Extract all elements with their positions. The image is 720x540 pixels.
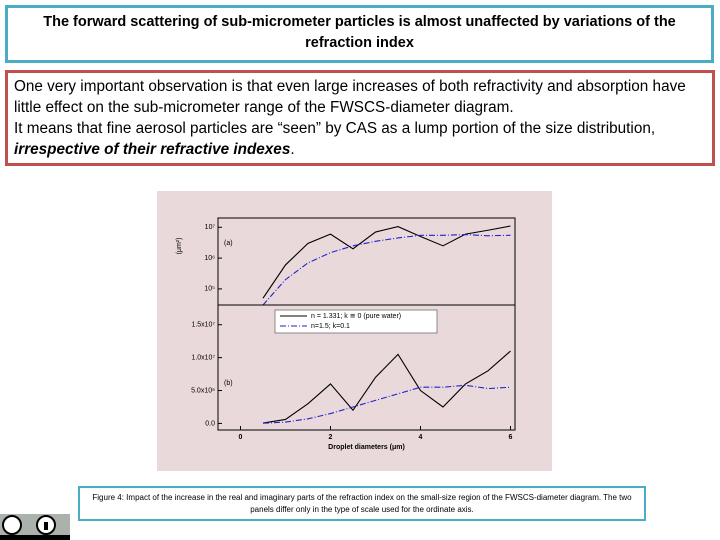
caption-box: Figure 4: Impact of the increase in the … xyxy=(78,486,646,521)
plot-frame xyxy=(217,217,516,306)
panel-label: (a) xyxy=(224,240,233,247)
y-tick-label: 5.0x10⁶ xyxy=(191,387,215,394)
figure: 10⁵ 10⁶ 10⁷ (a) 0.0 5.0x10⁶ 1.0x10⁷ 1.5x10⁷ (b) 0… xyxy=(157,191,552,471)
y-tick-label: 10⁷ xyxy=(205,224,216,231)
x-tick-label: 0 xyxy=(239,434,243,441)
plot-frame xyxy=(217,304,516,431)
title: The forward scattering of sub-micrometer… xyxy=(43,14,676,51)
body-text: . xyxy=(290,141,295,158)
legend-label: n = 1.331; k ≅ 0 (pure water) xyxy=(311,313,401,320)
y-tick-label: 10⁵ xyxy=(204,286,215,293)
y-tick-label: 10⁶ xyxy=(204,255,215,262)
y-axis-label: (μm²) xyxy=(176,238,183,255)
emphasis: irrespective of their refractive indexes xyxy=(14,141,291,158)
series-line xyxy=(262,225,511,299)
x-tick-label: 6 xyxy=(509,434,513,441)
license-icons xyxy=(0,514,70,540)
y-tick-label: 0.0 xyxy=(205,420,215,427)
caption: Figure 4: Impact of the increase in the … xyxy=(92,493,632,514)
y-tick-label: 1.5x10⁷ xyxy=(191,322,215,329)
title-box: The forward scattering of sub-micrometer… xyxy=(5,5,714,63)
x-axis-label: Droplet diameters (μm) xyxy=(328,444,405,451)
x-tick-label: 4 xyxy=(419,434,423,441)
series-line xyxy=(262,234,511,306)
body-box: One very important observation is that e… xyxy=(5,70,715,166)
body-line: It means that fine aerosol particles are… xyxy=(14,118,706,160)
cc-icon xyxy=(2,515,22,535)
x-tick-label: 2 xyxy=(329,434,333,441)
body-line: One very important observation is that e… xyxy=(14,78,686,116)
series-line xyxy=(262,384,511,424)
by-figure xyxy=(44,522,48,530)
chart: 10⁵ 10⁶ 10⁷ (a) 0.0 5.0x10⁶ 1.0x10⁷ 1.5x10⁷ (b) 0… xyxy=(176,217,516,451)
series-line xyxy=(262,350,511,424)
license-bar xyxy=(0,535,70,540)
y-tick-label: 1.0x10⁷ xyxy=(191,354,215,361)
panel-label: (b) xyxy=(224,380,233,387)
legend-box xyxy=(274,309,438,334)
body-text: It means that fine aerosol particles are… xyxy=(14,120,656,137)
legend-label: n=1.5; k=0.1 xyxy=(311,323,350,330)
